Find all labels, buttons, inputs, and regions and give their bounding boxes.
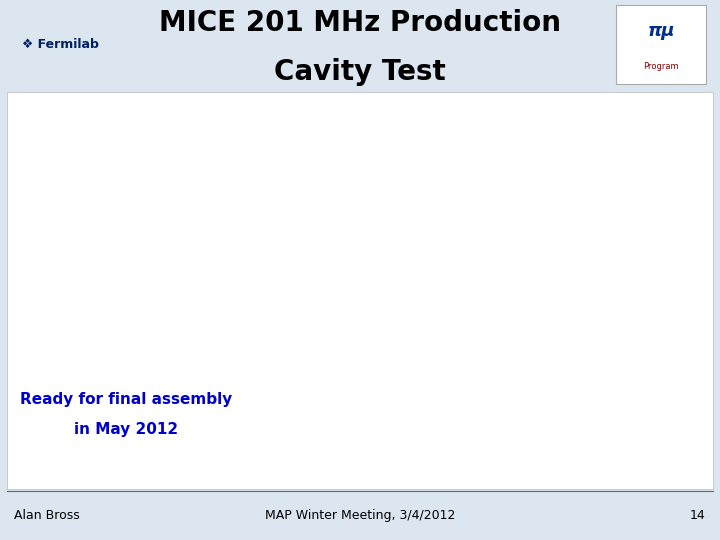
- Text: Program: Program: [643, 62, 679, 71]
- Text: Alan Bross: Alan Bross: [14, 509, 80, 522]
- Text: ❖ Fermilab: ❖ Fermilab: [22, 38, 99, 51]
- FancyBboxPatch shape: [7, 92, 713, 489]
- FancyBboxPatch shape: [616, 5, 706, 84]
- Text: Ready for final assembly: Ready for final assembly: [20, 392, 232, 407]
- Text: MICE 201 MHz Production: MICE 201 MHz Production: [159, 9, 561, 37]
- Text: Cavity Test: Cavity Test: [274, 58, 446, 85]
- Text: in May 2012: in May 2012: [74, 422, 178, 437]
- Text: 14: 14: [690, 509, 706, 522]
- Text: πμ: πμ: [647, 22, 675, 40]
- Text: MAP Winter Meeting, 3/4/2012: MAP Winter Meeting, 3/4/2012: [265, 509, 455, 522]
